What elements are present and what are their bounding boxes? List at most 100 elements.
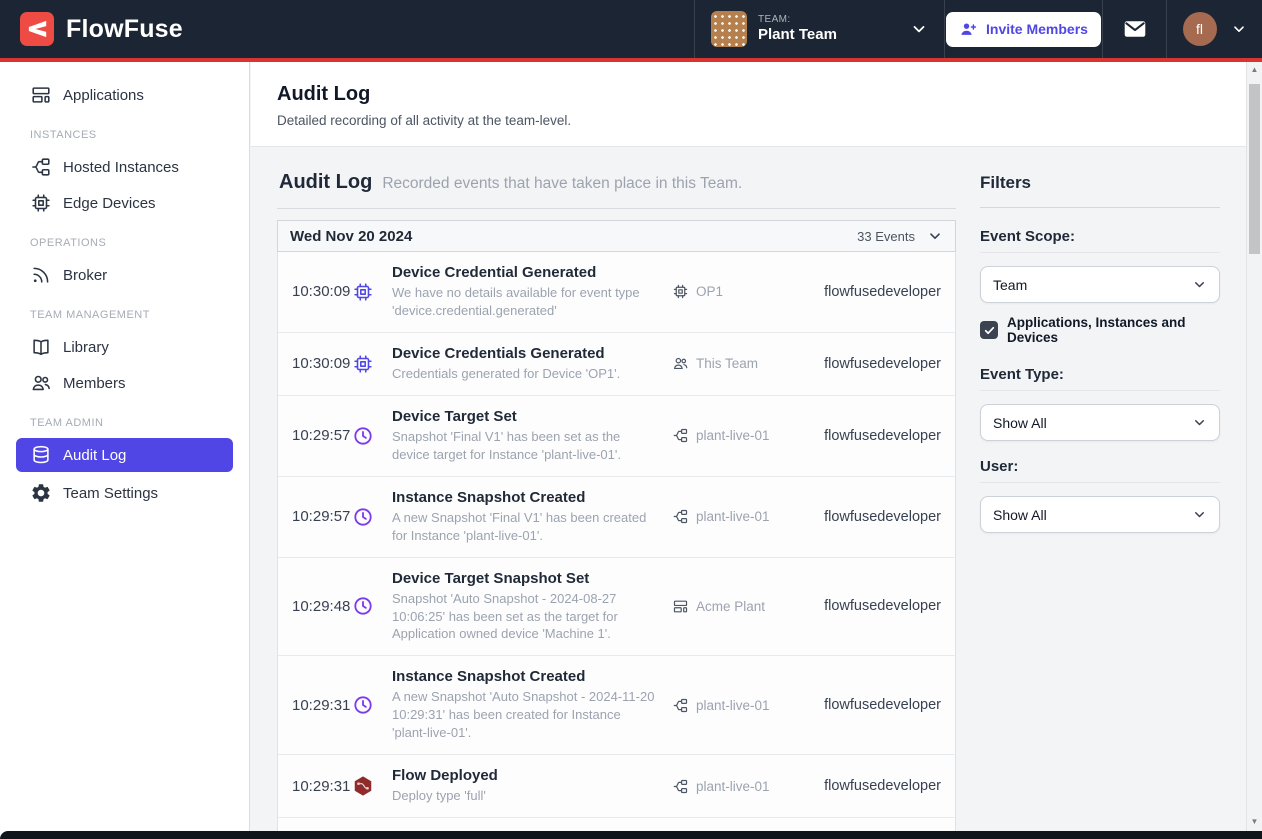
instances-icon xyxy=(672,778,689,795)
audit-event-row: 10:29:57 Device Target Set Snapshot 'Final… xyxy=(278,396,955,477)
sidebar: Applications INSTANCES Hosted Instances Edg… xyxy=(0,62,250,839)
clock-icon xyxy=(352,694,374,716)
sidebar-item-members[interactable]: Members xyxy=(0,366,249,400)
notifications-button[interactable] xyxy=(1102,0,1166,58)
event-type-select[interactable]: Show All xyxy=(980,404,1220,441)
event-time: 10:29:57 xyxy=(292,427,351,445)
event-scope-label: OP1 xyxy=(696,284,724,300)
scroll-up-arrow[interactable]: ▲ xyxy=(1250,65,1259,74)
event-scope-label: plant-live-01 xyxy=(696,428,770,444)
settings-icon xyxy=(30,482,52,504)
sidebar-item-label: Edge Devices xyxy=(63,194,156,212)
team-selector[interactable]: TEAM: Plant Team xyxy=(694,0,944,58)
date-label: Wed Nov 20 2024 xyxy=(290,227,413,245)
event-user: flowfusedeveloper xyxy=(824,427,941,444)
chevron-down-icon xyxy=(1192,415,1207,430)
checkbox-checked-icon[interactable] xyxy=(980,321,998,339)
event-type-label: Event Type: xyxy=(980,366,1220,391)
event-scope-label: Event Scope: xyxy=(980,228,1220,253)
person-plus-icon xyxy=(959,20,978,39)
audit-event-row: 10:29:31 Flow Deployed Deploy type 'full' p… xyxy=(278,755,955,819)
event-time: 10:30:09 xyxy=(292,355,351,373)
scope-checkbox-row[interactable]: Applications, Instances and Devices xyxy=(980,315,1220,345)
event-time: 10:29:31 xyxy=(292,696,351,714)
chevron-down-icon xyxy=(1192,507,1207,522)
sidebar-item-label: Team Settings xyxy=(63,484,159,502)
date-group-header[interactable]: Wed Nov 20 2024 33 Events xyxy=(277,220,956,252)
users-icon xyxy=(672,355,689,372)
page-title: Audit Log xyxy=(277,83,371,105)
audit-event-row: 10:29:48 Device Target Snapshot Set Snapsh… xyxy=(278,558,955,657)
chevron-down-icon xyxy=(1231,21,1247,37)
event-scope: plant-live-01 xyxy=(672,427,822,444)
invite-members-label: Invite Members xyxy=(986,21,1088,37)
instances-icon xyxy=(30,156,52,178)
scrollbar-thumb[interactable] xyxy=(1249,84,1260,254)
devices-icon xyxy=(30,192,52,214)
library-icon xyxy=(30,336,52,358)
chevron-down-icon[interactable] xyxy=(927,228,943,244)
event-user: flowfusedeveloper xyxy=(824,508,941,525)
flowfuse-logo-icon xyxy=(20,12,54,46)
sidebar-item-broker[interactable]: Broker xyxy=(0,258,249,292)
applications-icon xyxy=(30,84,52,106)
sidebar-item-label: Members xyxy=(63,374,126,392)
event-description: Snapshot 'Final V1' has been set as the … xyxy=(392,428,621,462)
user-select[interactable]: Show All xyxy=(980,496,1220,533)
event-scope: Acme Plant xyxy=(672,598,822,615)
sidebar-item-label: Broker xyxy=(63,266,108,284)
event-user: flowfusedeveloper xyxy=(824,697,941,714)
event-scope: This Team xyxy=(672,355,822,372)
section-subtitle: Recorded events that have taken place in… xyxy=(382,175,743,192)
event-user: flowfusedeveloper xyxy=(824,778,941,795)
sidebar-item-edge-devices[interactable]: Edge Devices xyxy=(0,186,249,220)
event-scope-value: Team xyxy=(993,276,1028,293)
sidebar-item-team-settings[interactable]: Team Settings xyxy=(0,476,249,510)
sidebar-item-label: Applications xyxy=(63,86,144,104)
scrollbar[interactable]: ▲ ▼ xyxy=(1246,62,1262,831)
event-description: Credentials generated for Device 'OP1'. xyxy=(392,365,621,381)
event-scope: OP1 xyxy=(672,283,822,300)
section-title: Audit Log xyxy=(279,171,373,193)
sidebar-item-library[interactable]: Library xyxy=(0,330,249,364)
event-time: 10:29:57 xyxy=(292,508,351,526)
team-label: TEAM: xyxy=(758,14,791,25)
nodered-icon xyxy=(352,775,374,797)
sidebar-section-operations: OPERATIONS xyxy=(30,237,107,249)
event-scope-label: This Team xyxy=(696,356,759,372)
event-title: Instance Snapshot Created xyxy=(392,488,586,506)
broker-icon xyxy=(30,264,52,286)
flowfuse-home-link[interactable]: FlowFuse xyxy=(0,0,203,58)
sidebar-item-audit-log[interactable]: Audit Log xyxy=(16,438,233,472)
scroll-down-arrow[interactable]: ▼ xyxy=(1250,817,1259,826)
event-user: flowfusedeveloper xyxy=(824,355,941,372)
event-title: Device Target Snapshot Set xyxy=(392,569,590,587)
clock-icon xyxy=(352,595,374,617)
event-type-value: Show All xyxy=(993,414,1047,431)
filters-title: Filters xyxy=(980,171,1220,208)
bottom-bar xyxy=(0,831,1262,839)
audit-log-section: Audit Log Recorded events that have take… xyxy=(277,171,956,839)
audit-event-row: 10:30:09 Device Credentials Generated Cred… xyxy=(278,333,955,396)
invite-members-button[interactable]: Invite Members xyxy=(946,11,1101,47)
events-count: 33 Events xyxy=(857,228,915,244)
instances-icon xyxy=(672,508,689,525)
event-time: 10:29:48 xyxy=(292,597,351,615)
chevron-down-icon xyxy=(910,20,928,38)
event-scope-label: plant-live-01 xyxy=(696,509,770,525)
user-menu[interactable]: fl xyxy=(1166,0,1262,58)
sidebar-item-hosted-instances[interactable]: Hosted Instances xyxy=(0,150,249,184)
sidebar-section-team-management: TEAM MANAGEMENT xyxy=(30,309,150,321)
clock-icon xyxy=(352,506,374,528)
sidebar-item-applications[interactable]: Applications xyxy=(0,78,249,112)
sidebar-section-instances: INSTANCES xyxy=(30,129,97,141)
event-scope-select[interactable]: Team xyxy=(980,266,1220,303)
sidebar-item-label: Hosted Instances xyxy=(63,158,179,176)
envelope-icon xyxy=(1122,16,1148,42)
user-filter-value: Show All xyxy=(993,506,1047,523)
event-title: Device Credentials Generated xyxy=(392,344,605,362)
divider xyxy=(277,208,956,209)
audit-events-list: 10:30:09 Device Credential Generated We ha… xyxy=(277,252,956,839)
filters-panel: Filters Event Scope: Team Applications, … xyxy=(980,171,1220,839)
page-subtitle: Detailed recording of all activity at th… xyxy=(277,113,572,128)
